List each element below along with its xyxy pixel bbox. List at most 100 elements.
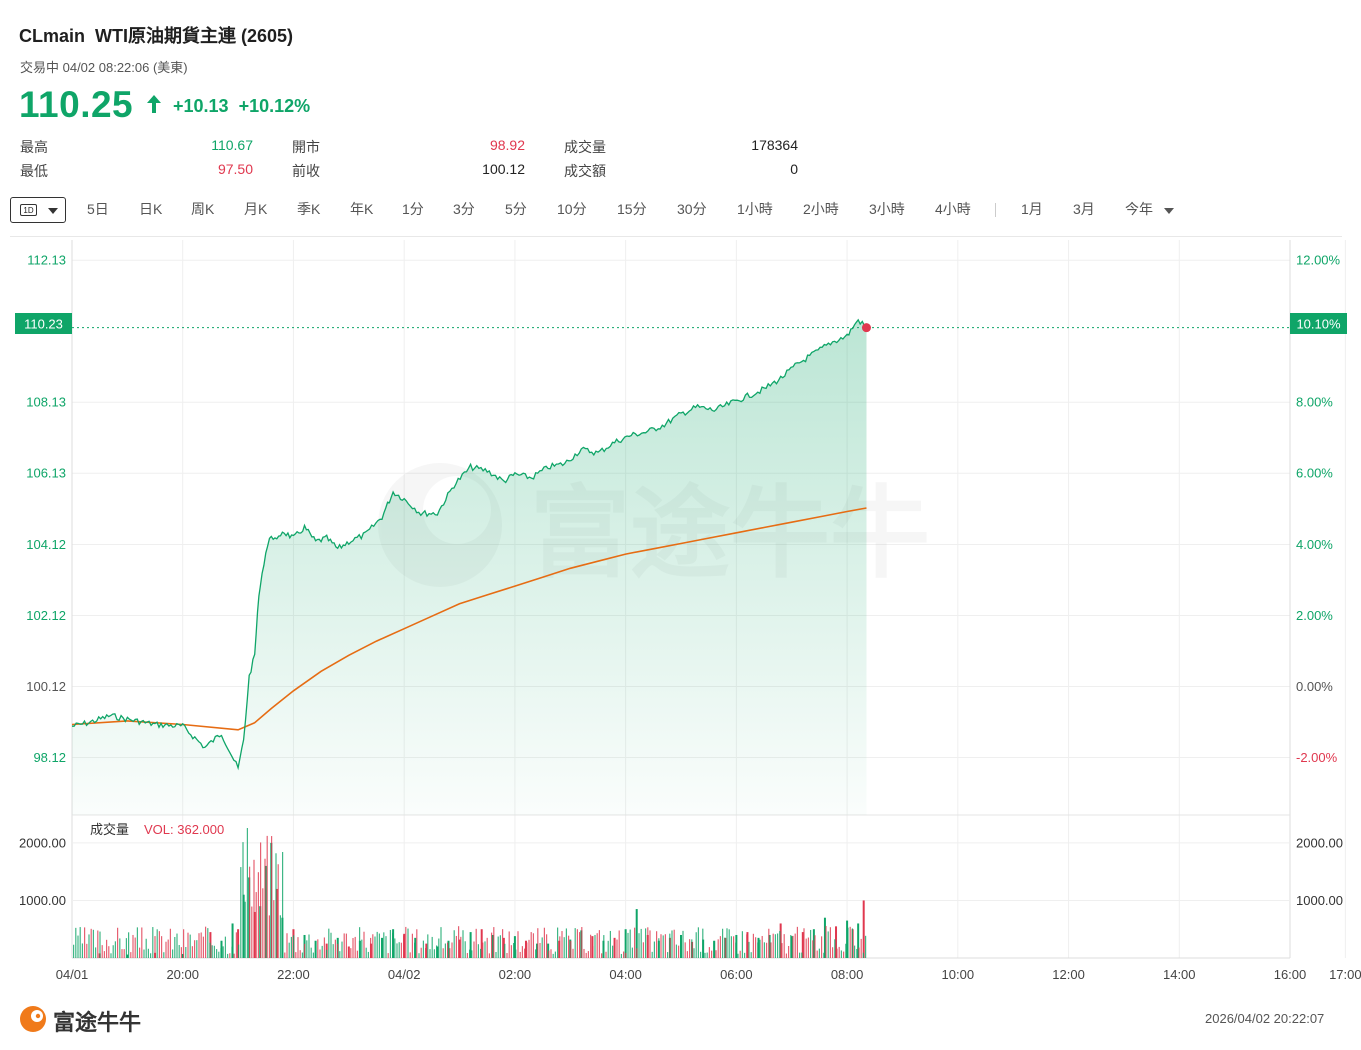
volume-bar-minor	[667, 952, 669, 958]
volume-bar-minor	[759, 939, 761, 958]
volume-bar-minor	[334, 939, 336, 958]
x-tick-label: 20:00	[166, 967, 199, 982]
tab-1min[interactable]: 1分	[402, 201, 424, 217]
volume-bar	[502, 937, 505, 958]
volume-bar-minor	[576, 929, 578, 958]
change-percent: +10.12%	[238, 96, 311, 116]
stat-label-prev-close: 前收	[292, 163, 320, 179]
volume-bar-minor	[726, 928, 728, 958]
volume-bar-minor	[176, 933, 178, 958]
tab-year-k[interactable]: 年K	[350, 201, 374, 217]
volume-bar-minor	[246, 828, 248, 958]
volume-bar-minor	[350, 948, 352, 958]
volume-bar	[757, 937, 760, 958]
volume-bar-minor	[854, 945, 856, 958]
volume-bar-minor	[810, 929, 812, 958]
tab-month-k[interactable]: 月K	[244, 201, 268, 217]
volume-bar-minor	[594, 934, 596, 958]
volume-bar	[846, 920, 849, 958]
volume-bar-minor	[167, 939, 169, 958]
x-axis: 04/01 20:00 22:00 04/02 02:00 04:00 06:00 08:00…	[56, 967, 1361, 982]
volume-bar-minor	[233, 953, 235, 958]
volume-bar-minor	[398, 942, 400, 958]
volume-bar-minor	[838, 946, 840, 958]
volume-bar-minor	[572, 948, 574, 958]
tab-4h[interactable]: 4小時	[935, 201, 971, 217]
volume-bar-minor	[825, 926, 827, 958]
last-price: 110.25	[19, 84, 134, 125]
stat-value-volume: 178364	[751, 137, 798, 153]
volume-bar	[624, 929, 627, 958]
tab-5min[interactable]: 5分	[505, 201, 527, 217]
range-1m[interactable]: 1月	[1021, 201, 1043, 217]
volume-bar-minor	[444, 943, 446, 958]
volume-bar-minor	[680, 941, 682, 958]
volume-bar-minor	[744, 952, 746, 958]
x-tick-label: 06:00	[720, 967, 753, 982]
volume-bar-minor	[253, 859, 255, 958]
volume-bar	[447, 940, 450, 958]
range-3m[interactable]: 3月	[1073, 201, 1095, 217]
tab-week-k[interactable]: 周K	[191, 201, 215, 217]
volume-bar-minor	[172, 949, 174, 958]
x-tick-label: 02:00	[499, 967, 532, 982]
volume-bar	[823, 917, 826, 958]
volume-bar-minor	[480, 948, 482, 958]
volume-bar-minor	[543, 927, 545, 958]
tab-30min[interactable]: 30分	[677, 201, 707, 217]
tab-10min[interactable]: 10分	[557, 201, 587, 217]
volume-bar-minor	[834, 939, 836, 958]
volume-bar-minor	[704, 952, 706, 958]
current-price-labels: 110.23 10.10%	[15, 313, 1347, 334]
volume-bar-minor	[244, 901, 246, 958]
volume-bar-minor	[818, 948, 820, 958]
tab-15min[interactable]: 15分	[617, 201, 647, 217]
volume-bar-minor	[614, 944, 616, 958]
tab-3min[interactable]: 3分	[453, 201, 475, 217]
volume-tick-left: 2000.00	[19, 835, 66, 850]
volume-bar-minor	[697, 927, 699, 958]
current-pct-tag-text: 10.10%	[1296, 317, 1341, 332]
volume-bar-minor	[647, 927, 649, 958]
volume-bar-minor	[537, 928, 539, 958]
volume-bar-minor	[684, 942, 686, 958]
volume-bar-minor	[169, 928, 171, 958]
volume-bar-minor	[801, 952, 803, 958]
volume-bar-minor	[277, 864, 279, 958]
price-area	[72, 319, 867, 815]
volume-bar-minor	[484, 941, 486, 958]
stat-value-turnover: 0	[790, 161, 798, 177]
volume-bar-minor	[554, 951, 556, 958]
volume-bar-minor	[378, 933, 380, 958]
volume-bar-minor	[447, 942, 449, 958]
volume-bar-minor	[493, 927, 495, 958]
tab-day-k[interactable]: 日K	[139, 201, 163, 217]
volume-bar-minor	[132, 934, 134, 958]
volume-bar-minor	[596, 933, 598, 958]
volume-bar-minor	[374, 936, 376, 958]
volume-bar-minor	[658, 938, 660, 958]
volume-bar-minor	[700, 951, 702, 958]
volume-bar-minor	[475, 928, 477, 958]
volume-bar-minor	[163, 952, 165, 958]
tab-5d[interactable]: 5日	[87, 201, 109, 217]
volume-y-axis: 2000.00 2000.00 1000.00 1000.00	[19, 835, 1343, 908]
tab-3h[interactable]: 3小時	[869, 201, 905, 217]
current-price-tag	[15, 313, 72, 334]
period-dropdown[interactable]: 1D	[10, 197, 66, 223]
volume-bar-minor	[506, 953, 508, 958]
y-tick-label-left: 106.13	[26, 466, 66, 481]
instrument-name: WTI原油期貨主連 (2605)	[95, 26, 294, 46]
tab-2h[interactable]: 2小時	[803, 201, 839, 217]
volume-bar-minor	[301, 952, 303, 958]
volume-bar-minor	[528, 939, 530, 958]
volume-title: 成交量	[90, 822, 129, 837]
volume-bar-minor	[114, 941, 116, 958]
range-dropdown-icon[interactable]	[1164, 208, 1174, 214]
range-ytd[interactable]: 今年	[1125, 201, 1153, 217]
tab-1h[interactable]: 1小時	[737, 201, 773, 217]
price-chart[interactable]: 富途牛牛 110.23 10.10% 112.13108.13106.13104…	[0, 0, 1361, 1000]
tab-quarter-k[interactable]: 季K	[297, 201, 321, 217]
volume-bar-minor	[865, 935, 867, 958]
y-tick-label-right: 2.00%	[1296, 608, 1333, 623]
